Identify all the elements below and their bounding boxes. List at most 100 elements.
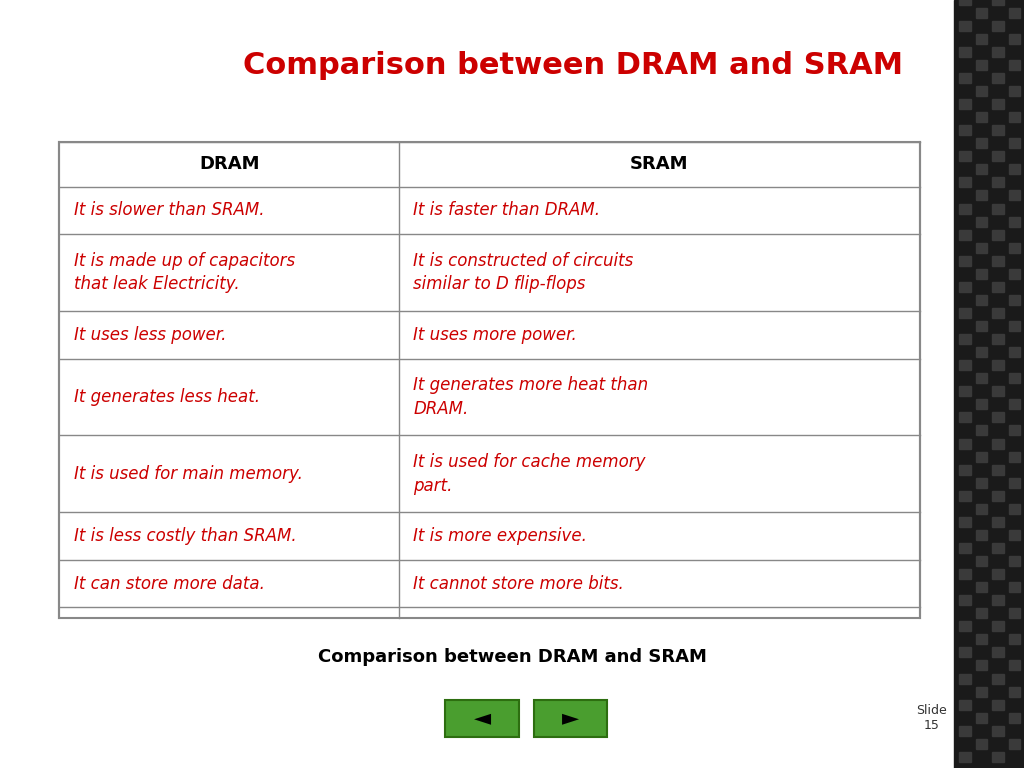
Bar <box>1009 530 1020 540</box>
Bar <box>976 243 987 253</box>
Bar <box>992 569 1004 579</box>
Bar <box>976 164 987 174</box>
Bar <box>1009 452 1020 462</box>
Bar <box>1009 373 1020 383</box>
FancyBboxPatch shape <box>534 700 607 737</box>
Text: DRAM: DRAM <box>199 155 259 174</box>
Bar <box>992 595 1004 605</box>
Bar <box>976 660 987 670</box>
Bar <box>1009 295 1020 305</box>
Bar <box>992 99 1004 109</box>
Bar <box>1009 478 1020 488</box>
Bar <box>959 334 971 344</box>
Bar <box>954 0 1024 768</box>
Bar <box>976 217 987 227</box>
Bar <box>992 334 1004 344</box>
Text: Comparison between DRAM and SRAM: Comparison between DRAM and SRAM <box>317 647 707 666</box>
Bar <box>959 674 971 684</box>
Bar <box>976 190 987 200</box>
Bar <box>992 465 1004 475</box>
Bar <box>992 491 1004 501</box>
Text: It is made up of capacitors
that leak Electricity.: It is made up of capacitors that leak El… <box>74 252 295 293</box>
Bar <box>976 321 987 331</box>
Text: It is used for main memory.: It is used for main memory. <box>74 465 303 483</box>
Bar <box>959 230 971 240</box>
Bar <box>959 151 971 161</box>
Bar <box>959 647 971 657</box>
Bar <box>992 308 1004 318</box>
Bar <box>976 269 987 279</box>
Bar <box>976 582 987 592</box>
Bar <box>1009 86 1020 96</box>
Bar <box>992 151 1004 161</box>
Bar <box>976 86 987 96</box>
Bar <box>959 621 971 631</box>
Bar <box>959 47 971 57</box>
Bar <box>959 21 971 31</box>
Bar <box>1009 687 1020 697</box>
Bar <box>959 569 971 579</box>
Bar <box>959 439 971 449</box>
Bar <box>992 47 1004 57</box>
Bar <box>976 478 987 488</box>
Bar <box>976 138 987 148</box>
Bar <box>992 204 1004 214</box>
Bar <box>976 530 987 540</box>
Bar <box>976 34 987 44</box>
Bar <box>59 142 920 618</box>
Bar <box>1009 556 1020 566</box>
Bar <box>959 543 971 553</box>
Bar <box>1009 321 1020 331</box>
Bar <box>976 60 987 70</box>
Bar <box>959 256 971 266</box>
Bar <box>992 700 1004 710</box>
Bar <box>1009 60 1020 70</box>
Bar <box>992 230 1004 240</box>
Bar <box>1009 217 1020 227</box>
Bar <box>959 491 971 501</box>
Bar <box>976 739 987 749</box>
Text: ◄: ◄ <box>474 708 490 728</box>
Text: It generates more heat than
DRAM.: It generates more heat than DRAM. <box>414 376 648 418</box>
FancyBboxPatch shape <box>445 700 519 737</box>
Bar <box>959 125 971 135</box>
Bar <box>976 504 987 514</box>
Bar <box>1009 347 1020 357</box>
Bar <box>959 412 971 422</box>
Bar <box>959 465 971 475</box>
Bar <box>1009 269 1020 279</box>
Bar <box>1009 582 1020 592</box>
Bar <box>959 360 971 370</box>
Bar <box>1009 190 1020 200</box>
Bar <box>1009 739 1020 749</box>
Bar <box>976 373 987 383</box>
Bar <box>992 125 1004 135</box>
Bar <box>1009 34 1020 44</box>
Bar <box>1009 138 1020 148</box>
Bar <box>1009 608 1020 618</box>
Bar <box>976 295 987 305</box>
Bar <box>959 73 971 83</box>
Text: It is less costly than SRAM.: It is less costly than SRAM. <box>74 527 296 545</box>
Bar <box>976 8 987 18</box>
Bar <box>959 595 971 605</box>
Bar <box>959 517 971 527</box>
Text: It can store more data.: It can store more data. <box>74 574 264 593</box>
Bar <box>959 282 971 292</box>
Bar <box>976 347 987 357</box>
Bar <box>976 399 987 409</box>
Bar <box>992 412 1004 422</box>
Bar <box>1009 425 1020 435</box>
Bar <box>1009 713 1020 723</box>
Text: Slide
15: Slide 15 <box>916 704 947 732</box>
Bar <box>992 621 1004 631</box>
Bar <box>1009 8 1020 18</box>
Text: It generates less heat.: It generates less heat. <box>74 388 260 406</box>
Text: It is constructed of circuits
similar to D flip-flops: It is constructed of circuits similar to… <box>414 252 634 293</box>
Bar <box>992 177 1004 187</box>
Bar <box>992 0 1004 5</box>
Bar <box>992 543 1004 553</box>
Text: It is faster than DRAM.: It is faster than DRAM. <box>414 201 600 220</box>
Bar <box>976 634 987 644</box>
Bar <box>1009 660 1020 670</box>
